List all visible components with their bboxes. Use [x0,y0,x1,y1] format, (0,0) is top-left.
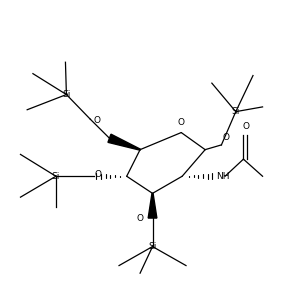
Polygon shape [148,193,157,218]
Text: O: O [178,118,185,127]
Polygon shape [108,134,140,150]
Text: O: O [242,122,249,131]
Text: Si: Si [148,242,157,251]
Text: O: O [223,133,230,142]
Text: O: O [136,214,143,223]
Text: O: O [95,170,102,179]
Text: NH: NH [216,172,229,181]
Text: O: O [93,116,100,125]
Text: Si: Si [231,107,240,116]
Text: Si: Si [62,90,71,99]
Text: Si: Si [52,172,60,181]
